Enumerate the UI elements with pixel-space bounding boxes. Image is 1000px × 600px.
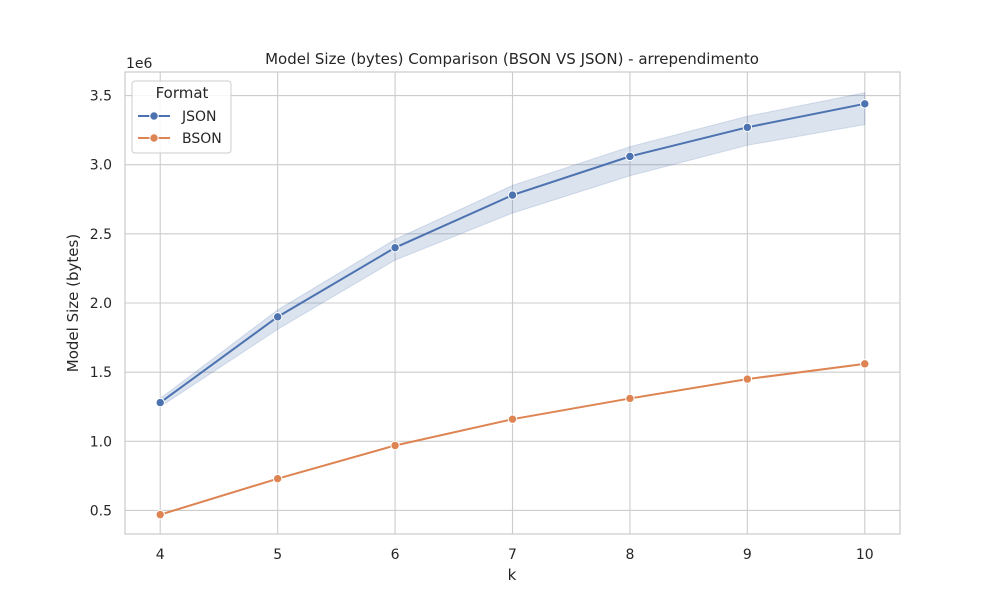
confidence-bands [159, 92, 866, 408]
y-tick-label: 3.5 [90, 89, 112, 105]
json-point [625, 151, 635, 162]
bson-point [155, 509, 165, 520]
x-tick-label: 4 [156, 547, 165, 563]
bson-point [742, 374, 753, 384]
json-point [272, 312, 283, 322]
series-points [155, 99, 870, 520]
x-tick-label: 7 [508, 547, 517, 563]
json-point [507, 190, 518, 200]
x-tick-label: 6 [391, 547, 400, 563]
x-tick-label: 9 [743, 547, 752, 563]
legend: Format JSON BSON [131, 80, 232, 154]
x-tick-labels: 4 5 6 7 8 9 10 [156, 547, 874, 563]
chart-title: Model Size (bytes) Comparison (BSON VS J… [265, 50, 759, 68]
legend-json-marker [149, 111, 159, 121]
y-scale-label: 1e6 [126, 56, 153, 72]
grid [125, 72, 900, 534]
json-point [390, 242, 400, 253]
y-tick-label: 1.0 [90, 434, 112, 450]
json-point [742, 122, 753, 133]
bson-point [625, 393, 635, 404]
y-tick-label: 2.0 [90, 296, 112, 312]
json-confidence-band [159, 92, 866, 408]
legend-json-label: JSON [181, 109, 217, 125]
bson-point [507, 414, 518, 424]
legend-bson-marker [149, 133, 159, 143]
y-tick-label: 3.0 [90, 158, 112, 174]
y-tick-labels: 0.5 1.0 1.5 2.0 2.5 3.0 3.5 [90, 89, 112, 520]
x-tick-label: 8 [625, 547, 634, 563]
x-axis-label: k [508, 566, 517, 584]
json-point [860, 99, 870, 109]
y-tick-label: 2.5 [90, 227, 112, 243]
plot-frame [124, 71, 901, 535]
bson-point [272, 473, 283, 484]
x-tick-label: 5 [273, 547, 282, 563]
json-point [155, 397, 165, 408]
legend-title: Format [156, 84, 209, 102]
bson-point [390, 440, 400, 451]
bson-point [860, 359, 870, 369]
y-tick-label: 1.5 [90, 365, 112, 381]
y-axis-label: Model Size (bytes) [64, 234, 82, 372]
y-tick-label: 0.5 [90, 503, 112, 519]
x-tick-label: 10 [856, 547, 874, 563]
legend-bson-label: BSON [182, 131, 222, 147]
